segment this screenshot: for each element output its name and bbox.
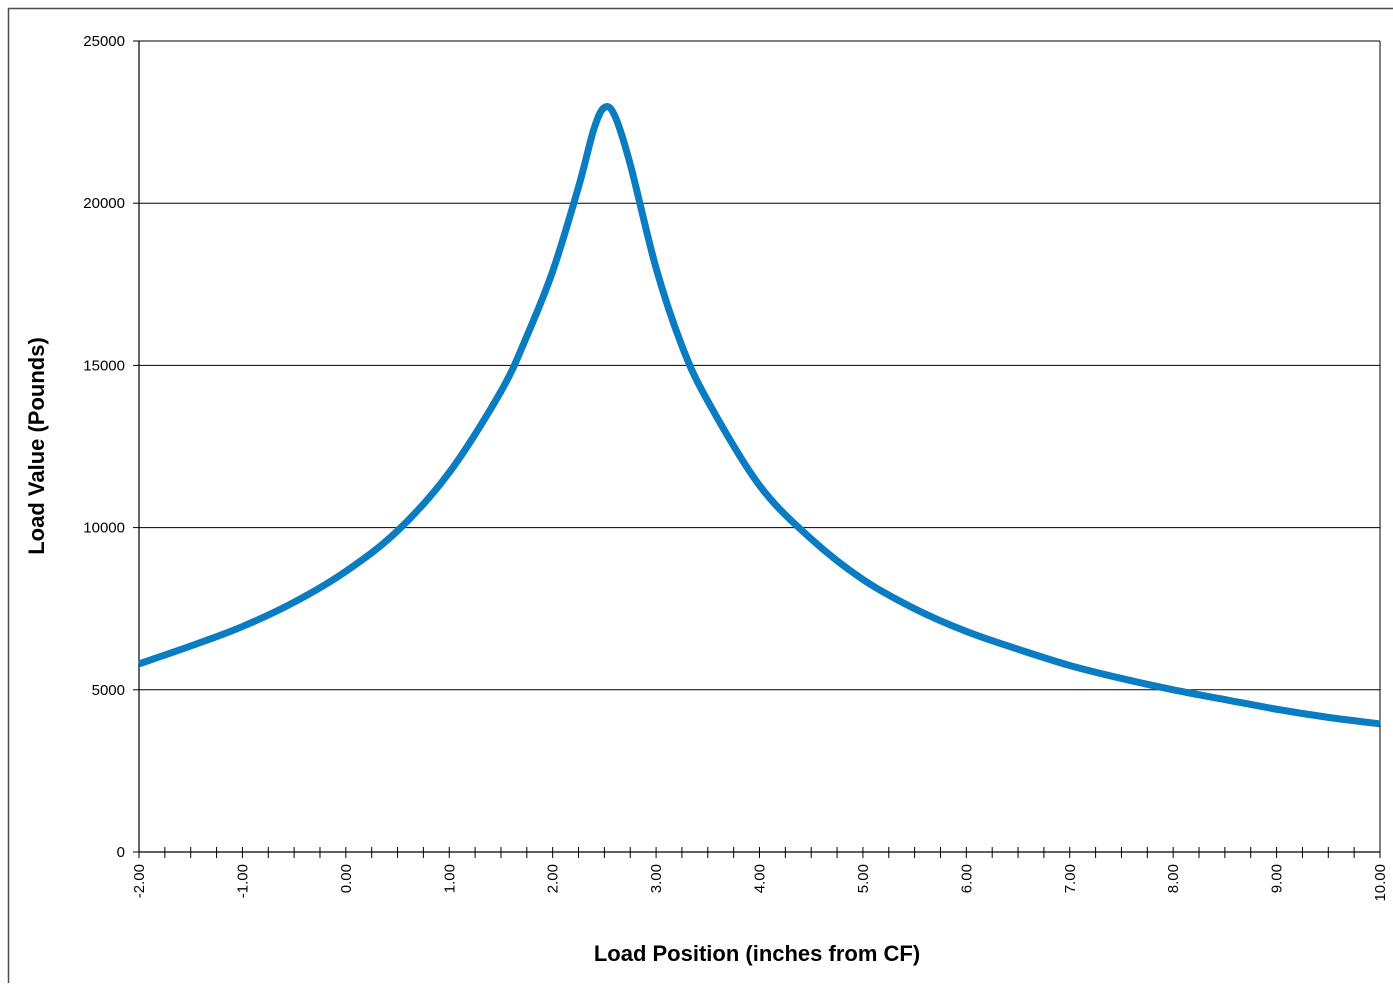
series-group: [139, 107, 1380, 724]
x-tick-label: 2.00: [545, 864, 562, 893]
y-tick-label: 0: [117, 844, 125, 861]
x-tick-label: 8.00: [1165, 864, 1182, 893]
y-tick-label: 10000: [83, 520, 125, 537]
series-line: [139, 107, 1380, 724]
x-tick-label: 0.00: [338, 864, 355, 893]
x-tick-label: 1.00: [441, 864, 458, 893]
x-tick-label: 9.00: [1269, 864, 1286, 893]
gridlines: [139, 41, 1380, 690]
y-tick-label: 25000: [83, 33, 125, 50]
x-tick-label: 4.00: [752, 864, 769, 893]
y-tick-label: 5000: [92, 682, 125, 699]
outer-border: [9, 9, 1393, 984]
x-tick-label: 7.00: [1062, 864, 1079, 893]
y-tick-label: 20000: [83, 195, 125, 212]
x-tick-label: 10.00: [1372, 864, 1389, 902]
x-tick-label: -2.00: [131, 864, 148, 898]
x-tick-label: -1.00: [234, 864, 251, 898]
y-axis-title: Load Value (Pounds): [24, 337, 49, 555]
x-tick-label: 6.00: [958, 864, 975, 893]
x-tick-label: 3.00: [648, 864, 665, 893]
y-tick-label: 15000: [83, 357, 125, 374]
x-axis-ticks: -2.00 -1.00 0.00 1.00 2.00 3.00 4.00 5.00 6.00 7.…: [131, 847, 1389, 902]
x-tick-label: 5.00: [855, 864, 872, 893]
y-axis-ticks: 0 5000 10000 15000 20000 25000: [83, 33, 139, 861]
axes: [139, 41, 1380, 852]
x-axis-title: Load Position (inches from CF): [594, 941, 920, 966]
